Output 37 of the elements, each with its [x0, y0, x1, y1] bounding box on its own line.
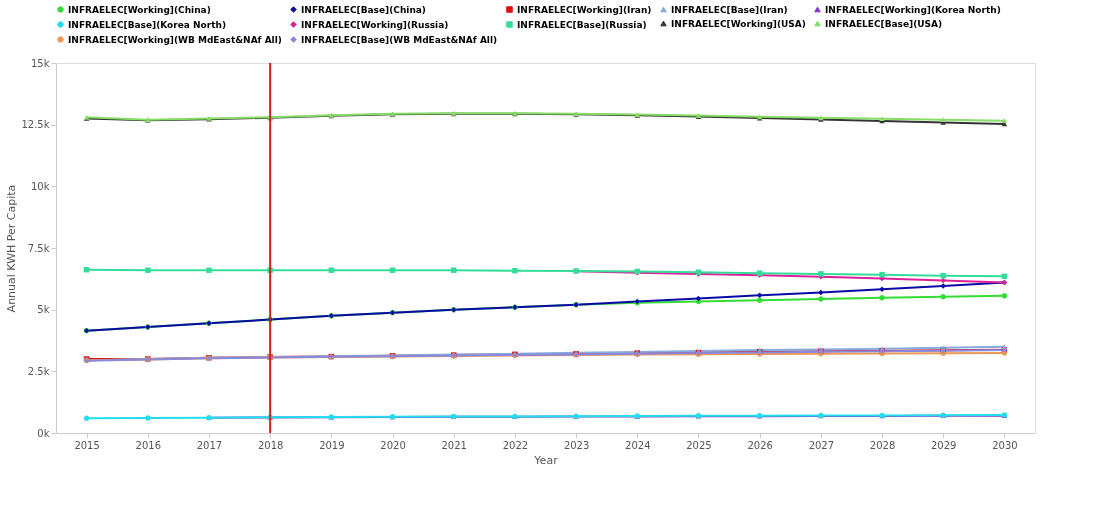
x-tick-label: 2015 [74, 439, 100, 451]
legend-label: INFRAELEC[Base](Korea North) [68, 19, 227, 30]
x-tick-label: 2017 [196, 439, 223, 451]
y-axis-title: Annual KWH Per Capita [5, 184, 19, 313]
x-tick-label: 2018 [257, 439, 284, 451]
y-tick-label: 10k [30, 180, 50, 192]
x-tick-label: 2019 [319, 439, 345, 451]
x-tick-label: 2028 [869, 439, 896, 451]
x-tick-label: 2020 [380, 439, 406, 451]
legend-label: INFRAELEC[Working](China) [68, 4, 211, 15]
legend-label: INFRAELEC[Base](Iran) [671, 4, 788, 15]
x-tick-label: 2023 [563, 439, 590, 451]
legend-label: INFRAELEC[Working](USA) [671, 18, 806, 29]
x-axis-title: Year [533, 453, 559, 467]
y-tick-label: 5k [37, 304, 50, 316]
legend-label: INFRAELEC[Working](Korea North) [825, 4, 1001, 15]
x-tick-label: 2026 [747, 439, 773, 451]
legend-label: INFRAELEC[Working](WB MdEast&NAf All) [68, 34, 282, 45]
x-tick-label: 2016 [135, 439, 162, 451]
legend-label: INFRAELEC[Base](Russia) [517, 19, 647, 30]
legend-label: INFRAELEC[Working](Iran) [517, 4, 652, 15]
x-tick-label: 2025 [686, 439, 712, 451]
x-tick-label: 2030 [992, 439, 1018, 451]
x-tick-label: 2029 [930, 439, 957, 451]
legend-label: INFRAELEC[Working](Russia) [301, 19, 449, 30]
x-tick-label: 2022 [502, 439, 529, 451]
y-tick-label: 2.5k [27, 365, 50, 377]
y-tick-label: 15k [30, 57, 50, 69]
x-tick-label: 2027 [808, 439, 835, 451]
x-tick-label: 2024 [625, 439, 651, 451]
y-tick-label: 12.5k [21, 119, 50, 131]
legend-label: INFRAELEC[Base](WB MdEast&NAf All) [301, 34, 498, 45]
y-tick-label: 7.5k [27, 242, 50, 254]
y-tick-label: 0k [37, 427, 50, 439]
x-tick-label: 2021 [441, 439, 467, 451]
legend-label: INFRAELEC[Base](USA) [825, 18, 943, 29]
legend-label: INFRAELEC[Base](China) [301, 4, 426, 15]
